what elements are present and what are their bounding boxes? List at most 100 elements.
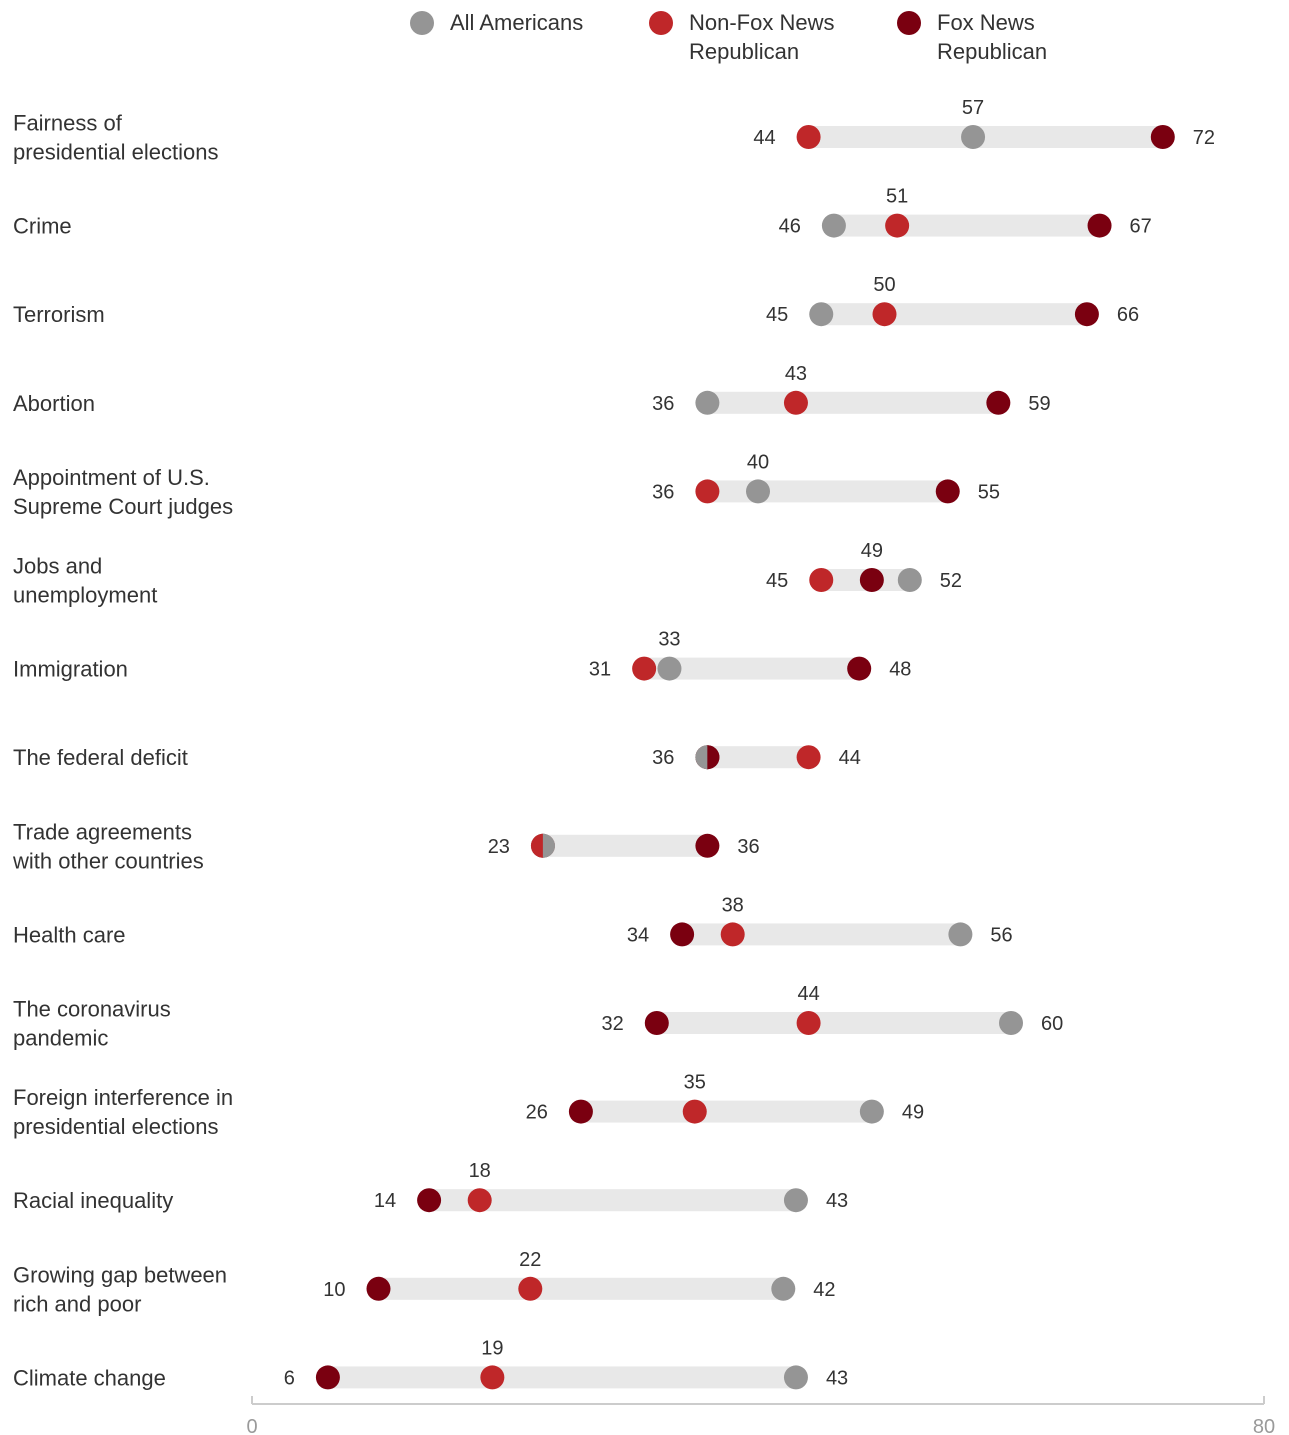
value-label-all: 52: [940, 570, 962, 592]
dot-fox: [1074, 302, 1099, 327]
dot-nonfox: [796, 745, 821, 770]
dot-fox: [1087, 213, 1112, 238]
value-label-all: 46: [779, 216, 801, 238]
chart-rows: Fairness of presidential elections 44 57 72 C…: [12, 97, 1215, 1390]
dot-all: [771, 1276, 796, 1301]
value-label-all: 23: [488, 836, 510, 858]
category-label: The federal deficit: [13, 745, 188, 770]
value-label-nonfox: 43: [785, 363, 807, 385]
value-label-all: 60: [1041, 1013, 1063, 1035]
dot-fox: [847, 656, 872, 681]
value-label-fox: 48: [889, 659, 911, 681]
dot-all: [948, 922, 973, 947]
dot-nonfox: [632, 656, 657, 681]
dot-nonfox: [695, 479, 720, 504]
category-label: Growing gap between rich and poor: [13, 1262, 227, 1316]
value-label-all: 43: [826, 1367, 848, 1389]
value-label-all: 42: [813, 1279, 835, 1301]
range-bar: [580, 1100, 872, 1123]
dot-fox: [315, 1365, 340, 1390]
dot-half-nonfox: [530, 833, 543, 858]
category-label: Crime: [13, 214, 72, 239]
category-label: Terrorism: [13, 302, 105, 327]
chart-row: Foreign interference in presidential elec…: [13, 1072, 924, 1140]
value-label-nonfox: 36: [652, 481, 674, 503]
dot-nonfox: [720, 922, 745, 947]
legend: All Americans Non-Fox News Republican Fox N…: [410, 10, 1047, 64]
chart-row: Trade agreements with other countries 23 36: [12, 819, 760, 873]
chart-row: Crime 46 51 67: [13, 186, 1152, 239]
value-label-all: 56: [990, 924, 1012, 946]
dot-half-all: [542, 833, 555, 858]
value-label-nonfox: 50: [873, 274, 895, 296]
value-label-fox: 67: [1130, 216, 1152, 238]
value-label-fox: 36: [737, 836, 759, 858]
dot-all: [783, 1188, 808, 1213]
value-label-fox: 6: [284, 1367, 295, 1389]
category-label: Jobs and unemployment: [13, 554, 157, 608]
value-label-all: 36: [652, 393, 674, 415]
value-label-all: 43: [826, 1190, 848, 1212]
range-bar: [808, 126, 1163, 148]
dot-fox: [417, 1188, 442, 1213]
value-label-fox: 59: [1028, 393, 1050, 415]
value-label-fox: 10: [323, 1279, 345, 1301]
dot-fox: [986, 390, 1011, 415]
legend-item-all: All Americans: [410, 10, 583, 35]
dot-nonfox: [809, 568, 834, 592]
dot-all: [809, 302, 834, 327]
value-label-all: 33: [658, 629, 680, 651]
value-label-nonfox: 44: [797, 983, 819, 1005]
value-label-fox: 66: [1117, 304, 1139, 326]
dot-fox: [366, 1276, 391, 1301]
range-bar: [644, 657, 860, 680]
category-label: Abortion: [13, 391, 95, 416]
range-bar: [656, 1012, 1011, 1034]
dot-nonfox: [796, 125, 821, 149]
legend-label-nonfox: Non-Fox News Republican: [689, 10, 834, 64]
range-bar: [682, 923, 961, 946]
range-bar: [429, 1189, 796, 1212]
dot-fox: [859, 568, 884, 592]
chart-row: Health care 34 38 56: [13, 894, 1013, 947]
x-axis-tick-label: 80: [1253, 1416, 1275, 1435]
chart-row: Immigration 31 33 48: [13, 629, 911, 682]
value-label-nonfox: 22: [519, 1249, 541, 1271]
category-label: Fairness of presidential elections: [13, 111, 218, 165]
value-label-nonfox: 18: [469, 1160, 491, 1182]
dot-fox: [568, 1099, 593, 1124]
value-label-fox: 55: [978, 481, 1000, 503]
category-label: Foreign interference in presidential elec…: [13, 1085, 233, 1139]
dot-fox: [935, 479, 960, 504]
category-label: Racial inequality: [13, 1188, 173, 1213]
value-label-nonfox: 45: [766, 570, 788, 592]
chart-row: Racial inequality 14 18 43: [13, 1160, 848, 1213]
legend-label-all: All Americans: [450, 10, 583, 35]
dot-nonfox: [872, 302, 897, 327]
range-bar: [378, 1277, 784, 1300]
range-bar: [707, 746, 809, 769]
value-label-all: 45: [766, 304, 788, 326]
value-label-fox: 26: [526, 1102, 548, 1124]
value-label-nonfox: 51: [886, 186, 908, 208]
chart-row: Climate change 6 19 43: [13, 1337, 848, 1390]
value-label-all: 57: [962, 97, 984, 119]
range-bar: [542, 834, 708, 857]
value-label-nonfox: 44: [753, 127, 775, 149]
value-label-all: 40: [747, 451, 769, 473]
chart-row: Jobs and unemployment 45 49 52: [13, 540, 962, 608]
dot-fox: [695, 833, 720, 858]
dot-fox: [1150, 125, 1175, 149]
dot-all: [746, 479, 770, 504]
category-label: Immigration: [13, 657, 128, 682]
value-label-fox: 49: [861, 540, 883, 562]
dot-half-all: [695, 745, 708, 770]
dot-nonfox: [885, 213, 910, 238]
dot-nonfox: [480, 1365, 505, 1390]
legend-swatch-nonfox: [649, 11, 673, 35]
category-label: Trade agreements with other countries: [12, 819, 204, 873]
dot-all: [695, 390, 720, 415]
legend-item-fox: Fox News Republican: [897, 10, 1047, 64]
x-axis-tick-label: 0: [246, 1416, 257, 1435]
x-axis: 0 80: [246, 1396, 1275, 1435]
